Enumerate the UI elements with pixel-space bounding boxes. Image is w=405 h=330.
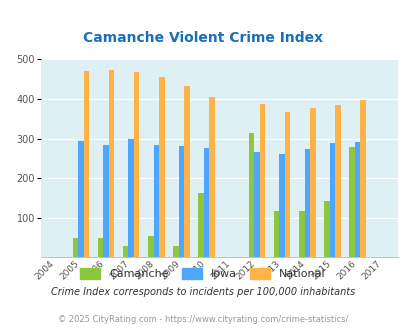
Bar bbox=[203, 148, 209, 257]
Bar bbox=[335, 105, 340, 257]
Bar bbox=[83, 71, 89, 257]
Bar bbox=[159, 77, 164, 257]
Bar bbox=[72, 238, 78, 257]
Bar bbox=[109, 70, 114, 257]
Bar bbox=[323, 201, 329, 257]
Bar bbox=[348, 147, 354, 257]
Bar bbox=[209, 97, 214, 257]
Bar bbox=[360, 100, 365, 257]
Bar bbox=[148, 236, 153, 257]
Bar bbox=[254, 152, 259, 257]
Bar bbox=[78, 141, 83, 257]
Bar bbox=[304, 148, 309, 257]
Bar bbox=[98, 238, 103, 257]
Bar bbox=[309, 108, 315, 257]
Text: Crime Index corresponds to incidents per 100,000 inhabitants: Crime Index corresponds to incidents per… bbox=[51, 287, 354, 297]
Bar bbox=[284, 112, 290, 257]
Text: Camanche Violent Crime Index: Camanche Violent Crime Index bbox=[83, 31, 322, 45]
Bar bbox=[198, 193, 203, 257]
Bar bbox=[279, 154, 284, 257]
Bar bbox=[178, 146, 184, 257]
Bar bbox=[123, 246, 128, 257]
Text: © 2025 CityRating.com - https://www.cityrating.com/crime-statistics/: © 2025 CityRating.com - https://www.city… bbox=[58, 315, 347, 324]
Bar bbox=[184, 86, 189, 257]
Bar bbox=[103, 145, 109, 257]
Bar bbox=[134, 73, 139, 257]
Legend: Camanche, Iowa, National: Camanche, Iowa, National bbox=[80, 268, 325, 279]
Bar bbox=[248, 133, 254, 257]
Bar bbox=[128, 139, 134, 257]
Bar bbox=[273, 211, 279, 257]
Bar bbox=[153, 145, 159, 257]
Bar bbox=[259, 104, 264, 257]
Bar bbox=[173, 246, 178, 257]
Bar bbox=[329, 143, 335, 257]
Bar bbox=[354, 142, 360, 257]
Bar bbox=[298, 212, 304, 257]
